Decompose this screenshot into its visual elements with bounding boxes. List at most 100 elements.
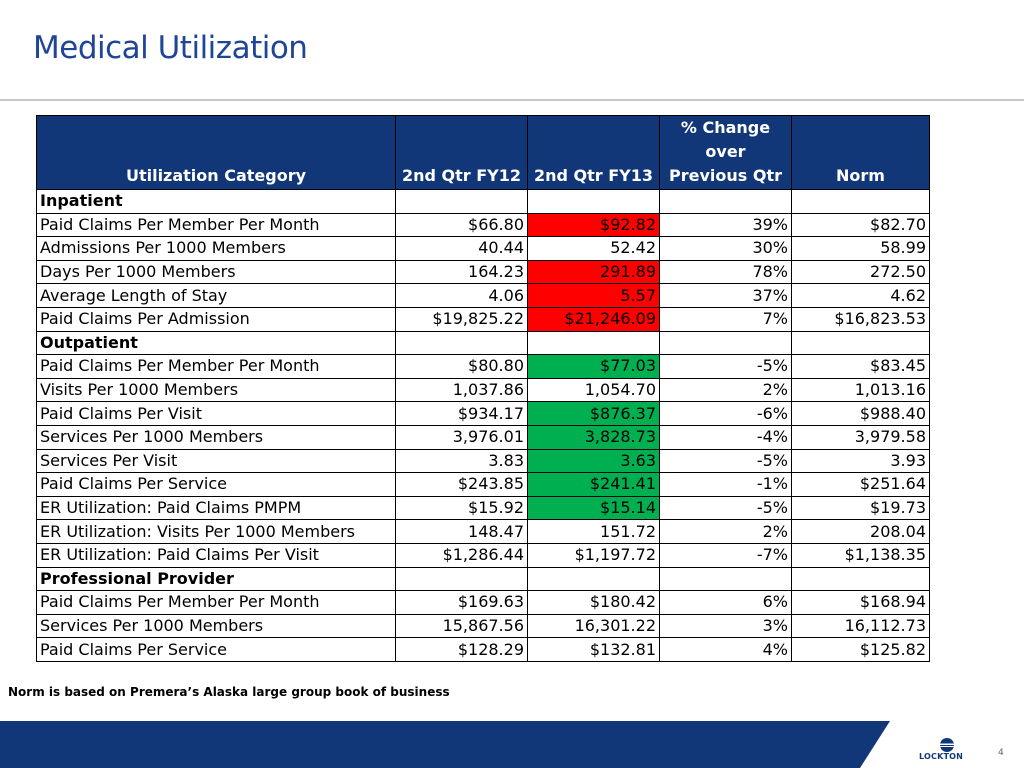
category-cell: Services Per 1000 Members — [36, 424, 396, 450]
norm-cell: 272.50 — [791, 259, 930, 285]
footnote: Norm is based on Premera’s Alaska large … — [8, 685, 450, 699]
norm-cell: 16,112.73 — [791, 613, 930, 639]
q13-cell: 151.72 — [527, 519, 660, 544]
change-cell: -4% — [659, 424, 792, 450]
category-cell: Services Per 1000 Members — [36, 613, 396, 639]
q13-cell: $21,246.09 — [527, 306, 660, 332]
norm-cell: 3.93 — [791, 448, 930, 474]
section-label: Outpatient — [36, 330, 396, 356]
q12-cell: $19,825.22 — [395, 306, 528, 332]
q12-cell: 164.23 — [395, 259, 528, 285]
category-cell: Services Per Visit — [36, 448, 396, 474]
empty-cell — [791, 330, 930, 356]
category-cell: Visits Per 1000 Members — [36, 377, 396, 403]
table-row: Paid Claims Per Visit $934.17 $876.37 -6% $9… — [36, 401, 930, 426]
q13-cell: 16,301.22 — [527, 613, 660, 639]
change-cell: 39% — [659, 212, 792, 238]
norm-cell: $125.82 — [791, 637, 930, 662]
empty-cell — [527, 330, 660, 356]
table-section-row: Professional Provider — [36, 566, 930, 592]
page-title: Medical Utilization — [33, 30, 308, 66]
table-row: Admissions Per 1000 Members 40.44 52.42 30%… — [36, 236, 930, 261]
empty-cell — [395, 189, 528, 214]
header-pct-change-line1: % Change — [680, 118, 771, 137]
change-cell: 4% — [659, 637, 792, 662]
empty-cell — [395, 566, 528, 592]
q12-cell: 1,037.86 — [395, 377, 528, 403]
table-row: Days Per 1000 Members 164.23 291.89 78% 272.… — [36, 259, 930, 285]
q12-cell: 148.47 — [395, 519, 528, 544]
table-row: Average Length of Stay 4.06 5.57 37% 4.62 — [36, 283, 930, 308]
header-q12: 2nd Qtr FY12 — [395, 115, 528, 190]
empty-cell — [527, 189, 660, 214]
empty-cell — [659, 330, 792, 356]
norm-cell: $251.64 — [791, 472, 930, 497]
change-cell: -5% — [659, 448, 792, 474]
q13-cell: $92.82 — [527, 212, 660, 238]
section-label: Professional Provider — [36, 566, 396, 592]
table-row: Paid Claims Per Service $128.29 $132.81 4% $… — [36, 637, 930, 662]
q13-cell: $1,197.72 — [527, 542, 660, 568]
norm-cell: 1,013.16 — [791, 377, 930, 403]
q13-cell: $77.03 — [527, 354, 660, 379]
header-pct-change: % Change over Previous Qtr — [659, 115, 792, 190]
category-cell: Paid Claims Per Admission — [36, 306, 396, 332]
table-row: Paid Claims Per Member Per Month $80.80 $7… — [36, 354, 930, 379]
footer-shape — [860, 721, 1024, 768]
change-cell: -7% — [659, 542, 792, 568]
empty-cell — [527, 566, 660, 592]
norm-cell: 4.62 — [791, 283, 930, 308]
q12-cell: 4.06 — [395, 283, 528, 308]
header-pct-change-line3: Previous Qtr — [669, 166, 782, 185]
q12-cell: $128.29 — [395, 637, 528, 662]
lockton-logo-text: LOCKTON — [919, 752, 964, 761]
empty-cell — [791, 189, 930, 214]
table-section-row: Inpatient — [36, 189, 930, 214]
q13-cell: 5.57 — [527, 283, 660, 308]
table-header-row: Utilization Category 2nd Qtr FY12 2nd Qt… — [36, 115, 930, 190]
q13-cell: 3,828.73 — [527, 424, 660, 450]
category-cell: Average Length of Stay — [36, 283, 396, 308]
change-cell: 37% — [659, 283, 792, 308]
q12-cell: 3.83 — [395, 448, 528, 474]
q12-cell: $1,286.44 — [395, 542, 528, 568]
norm-cell: 3,979.58 — [791, 424, 930, 450]
q12-cell: $80.80 — [395, 354, 528, 379]
change-cell: 2% — [659, 519, 792, 544]
norm-cell: $83.45 — [791, 354, 930, 379]
empty-cell — [659, 566, 792, 592]
category-cell: Paid Claims Per Service — [36, 472, 396, 497]
table-row: Paid Claims Per Member Per Month $169.63 $… — [36, 590, 930, 615]
table-section-row: Outpatient — [36, 330, 930, 356]
category-cell: ER Utilization: Visits Per 1000 Members — [36, 519, 396, 544]
change-cell: 78% — [659, 259, 792, 285]
norm-cell: $1,138.35 — [791, 542, 930, 568]
q13-cell: 3.63 — [527, 448, 660, 474]
q12-cell: 15,867.56 — [395, 613, 528, 639]
q13-cell: $876.37 — [527, 401, 660, 426]
q13-cell: $180.42 — [527, 590, 660, 615]
title-divider — [0, 99, 1024, 101]
category-cell: Paid Claims Per Member Per Month — [36, 354, 396, 379]
table-row: Paid Claims Per Member Per Month $66.80 $9… — [36, 212, 930, 238]
change-cell: 2% — [659, 377, 792, 403]
empty-cell — [395, 330, 528, 356]
table-row: ER Utilization: Paid Claims PMPM $15.92 $1… — [36, 495, 930, 521]
table-row: Services Per 1000 Members 15,867.56 16,301… — [36, 613, 930, 639]
empty-cell — [659, 189, 792, 214]
norm-cell: $168.94 — [791, 590, 930, 615]
header-utilization-category: Utilization Category — [36, 115, 396, 190]
q12-cell: 40.44 — [395, 236, 528, 261]
change-cell: 30% — [659, 236, 792, 261]
norm-cell: $988.40 — [791, 401, 930, 426]
change-cell: -1% — [659, 472, 792, 497]
lockton-logo-icon — [940, 738, 954, 752]
q12-cell: 3,976.01 — [395, 424, 528, 450]
empty-cell — [791, 566, 930, 592]
page-number: 4 — [998, 748, 1004, 758]
category-cell: Paid Claims Per Service — [36, 637, 396, 662]
q12-cell: $66.80 — [395, 212, 528, 238]
table-row: Paid Claims Per Admission $19,825.22 $21,2… — [36, 306, 930, 332]
table-row: Visits Per 1000 Members 1,037.86 1,054.70 2… — [36, 377, 930, 403]
q12-cell: $169.63 — [395, 590, 528, 615]
